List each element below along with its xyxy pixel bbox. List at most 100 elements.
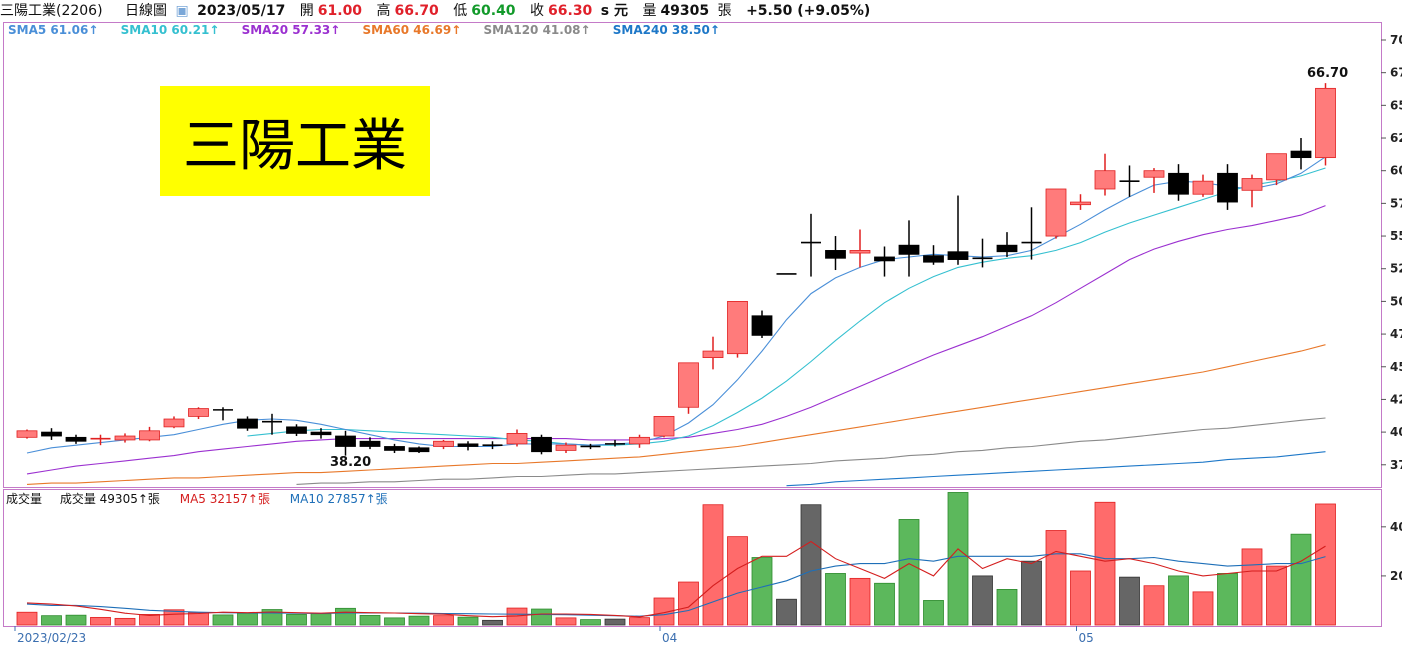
volume-bar xyxy=(996,589,1018,626)
volume-bar xyxy=(1045,530,1067,626)
sma20-line xyxy=(26,205,1326,475)
price-tick-label: 57.5 xyxy=(1390,196,1402,210)
candle-body xyxy=(996,244,1018,253)
date-label: 04 xyxy=(662,631,677,645)
volume-bar xyxy=(237,612,258,626)
volume-bar xyxy=(188,612,209,626)
candle-body xyxy=(335,435,356,447)
volume-bar xyxy=(531,608,552,626)
volume-bar xyxy=(65,614,87,626)
volume-bar xyxy=(335,607,356,626)
candle-body xyxy=(947,251,969,260)
volume-bar xyxy=(114,617,136,626)
legend-sma20[interactable]: SMA20 57.33↑ xyxy=(241,23,341,37)
price-tick-label: 52.5 xyxy=(1390,262,1402,276)
volume-bar xyxy=(1119,576,1140,626)
close-value: 66.30 xyxy=(548,3,593,19)
candle-body xyxy=(41,431,62,437)
calendar-icon[interactable]: ▣ xyxy=(175,3,189,19)
price-tick-label: 67.5 xyxy=(1390,66,1402,80)
sma120-line xyxy=(296,417,1326,485)
close-label: 收 xyxy=(530,3,545,19)
volume-bar xyxy=(800,504,822,626)
candle-body xyxy=(433,440,454,447)
volume-bar xyxy=(1266,565,1287,626)
price-tick-label: 47.5 xyxy=(1390,327,1402,341)
candle-body xyxy=(1192,180,1214,195)
chart-kind[interactable]: 日線圖 xyxy=(125,3,168,19)
volume-unit: 張 xyxy=(717,3,732,19)
price-tick-label: 45.0 xyxy=(1390,360,1402,374)
legend-sma10[interactable]: SMA10 60.21↑ xyxy=(120,23,220,37)
sma5-line xyxy=(26,156,1326,454)
candle-body xyxy=(310,431,332,436)
candle-body xyxy=(555,444,577,451)
volume-bar xyxy=(310,613,332,626)
price-tick-label: 65.0 xyxy=(1390,98,1402,112)
candle-body xyxy=(188,408,209,417)
volume-bar xyxy=(1217,573,1238,626)
volume-bar xyxy=(1192,591,1214,626)
volume-bar xyxy=(580,619,601,626)
price-tick-label: 42.5 xyxy=(1390,392,1402,406)
volume-bar xyxy=(212,614,234,626)
candle-body xyxy=(1315,87,1336,159)
volume-bar xyxy=(947,492,969,626)
candle-body xyxy=(1241,178,1263,191)
candle-body xyxy=(653,416,675,437)
volume-bar xyxy=(898,519,920,626)
volume-bar xyxy=(1021,560,1042,626)
candle-body xyxy=(1290,150,1312,159)
volume-bar xyxy=(408,615,430,626)
candle-body xyxy=(163,418,185,428)
candle-body xyxy=(286,426,307,434)
volume-bar xyxy=(1168,575,1189,626)
open-value: 61.00 xyxy=(317,3,363,19)
volume-bar xyxy=(1315,503,1336,626)
price-tick-label: 40.0 xyxy=(1390,425,1402,439)
legend-volume[interactable]: 成交量 49305↑張 xyxy=(59,492,160,506)
candle-body xyxy=(874,256,895,262)
candle-body xyxy=(457,443,479,447)
volume-bar xyxy=(702,504,724,626)
candle-body xyxy=(702,350,724,359)
volume-bar xyxy=(678,581,699,626)
volume-bar xyxy=(16,611,38,626)
stock-name: 三陽工業(2206) xyxy=(0,3,103,19)
volume-bar xyxy=(1070,570,1091,626)
legend-sma60[interactable]: SMA60 46.69↑ xyxy=(362,23,462,37)
legend-sma240[interactable]: SMA240 38.50↑ xyxy=(612,23,720,37)
sma-legend: SMA5 61.06↑ SMA10 60.21↑ SMA20 57.33↑ SM… xyxy=(8,23,738,37)
legend-vol-ma5[interactable]: MA5 32157↑張 xyxy=(179,492,270,506)
candle-body xyxy=(384,446,405,451)
candle-body xyxy=(629,436,650,445)
candle-body xyxy=(923,255,944,263)
candle-body xyxy=(237,418,258,429)
high-annotation: 66.70 xyxy=(1307,66,1348,81)
volume-bar xyxy=(727,536,748,626)
volume-label: 量 xyxy=(642,3,657,19)
quote-header: 三陽工業(2206) 日線圖 ▣ 2023/05/17 開 61.00 高 66.7… xyxy=(0,0,1402,22)
volume-bar xyxy=(923,600,944,626)
price-tick-label: 37.5 xyxy=(1390,458,1402,472)
low-value: 60.40 xyxy=(471,3,516,19)
price-tick-label: 55.0 xyxy=(1390,229,1402,243)
volume-bar xyxy=(874,582,895,626)
date-label: 05 xyxy=(1079,631,1094,645)
legend-vol-ma10[interactable]: MA10 27857↑張 xyxy=(289,492,388,506)
candle-body xyxy=(531,436,552,453)
volume-bar xyxy=(825,573,846,626)
volume-tick-label: 40K xyxy=(1390,520,1402,534)
volume-bar xyxy=(604,618,626,626)
volume-bar xyxy=(629,617,650,626)
candle-body xyxy=(1070,201,1091,206)
volume-legend: 成交量 成交量 49305↑張 MA5 32157↑張 MA10 27857↑張 xyxy=(6,490,394,507)
sma240-line xyxy=(786,451,1326,487)
volume-bar xyxy=(433,615,454,626)
high-value: 66.70 xyxy=(394,3,439,19)
candle-body xyxy=(849,250,871,254)
price-panel-frame xyxy=(3,22,1382,488)
legend-sma120[interactable]: SMA120 41.08↑ xyxy=(483,23,591,37)
legend-sma5[interactable]: SMA5 61.06↑ xyxy=(8,23,99,37)
